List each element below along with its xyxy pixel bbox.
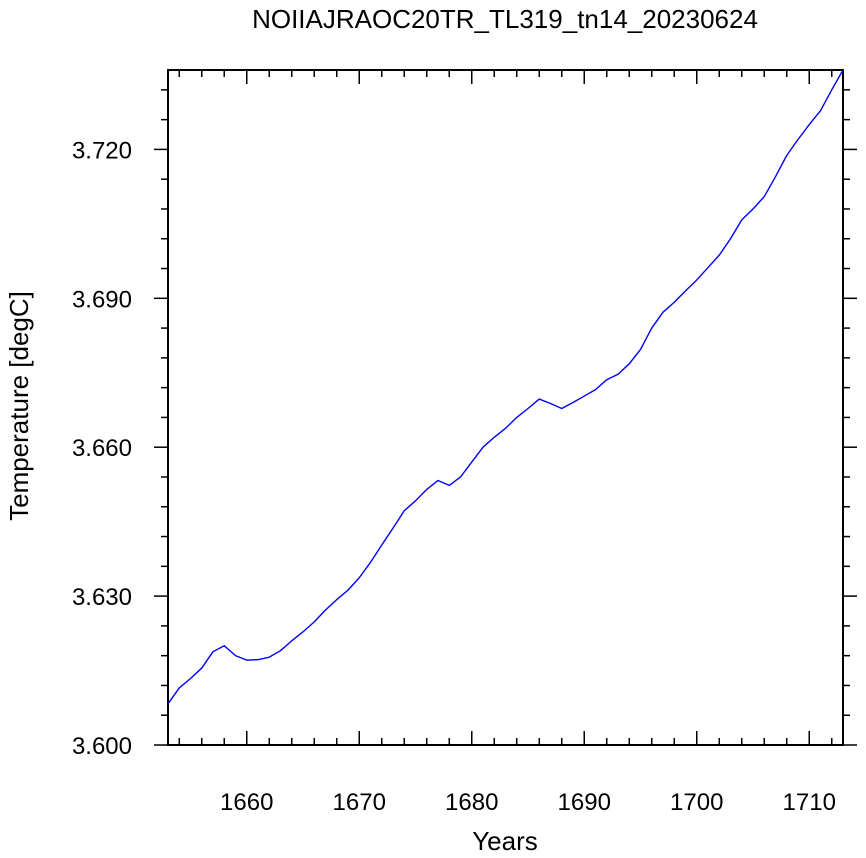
x-axis-label: Years — [472, 826, 538, 856]
x-tick-label: 1660 — [220, 789, 273, 816]
y-tick-label: 3.690 — [72, 286, 132, 313]
chart-title: NOIIAJRAOC20TR_TL319_tn14_20230624 — [252, 4, 758, 34]
y-tick-label: 3.630 — [72, 584, 132, 611]
x-tick-label: 1700 — [670, 789, 723, 816]
plot-frame — [167, 69, 844, 746]
y-tick-label: 3.660 — [72, 435, 132, 462]
y-tick-label: 3.600 — [72, 733, 132, 760]
x-tick-label: 1710 — [783, 789, 836, 816]
series-line — [167, 69, 844, 705]
x-tick-label: 1680 — [445, 789, 498, 816]
y-tick-label: 3.720 — [72, 137, 132, 164]
plot-area: 1660 1670 1680 1690 1700 1710 3.600 3.630 3.660 3… — [72, 69, 857, 816]
x-tick-label: 1670 — [333, 789, 386, 816]
y-axis-label: Temperature [degC] — [4, 291, 34, 521]
x-tick-label: 1690 — [558, 789, 611, 816]
